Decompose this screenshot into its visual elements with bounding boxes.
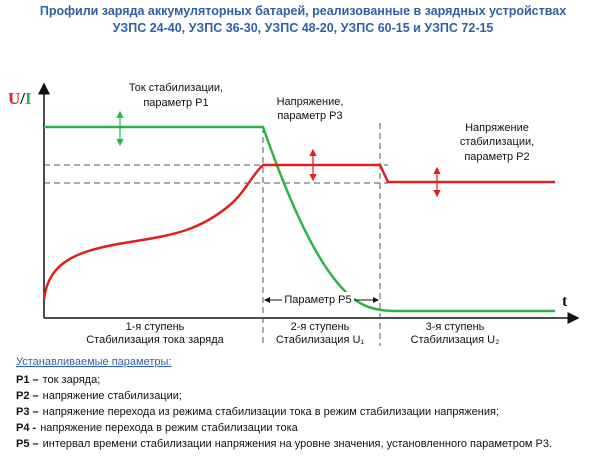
params-heading: Устанавливаемые параметры: xyxy=(16,356,171,368)
label-u: U xyxy=(8,89,20,108)
param-item: P5 – интервал времени стабилизации напряж… xyxy=(16,438,552,450)
annotation: Напряжение xyxy=(465,122,529,134)
param-item: P1 – ток заряда; xyxy=(16,374,100,386)
param-key: P3 – xyxy=(16,406,39,418)
stage-label: 1-я ступень xyxy=(126,321,185,333)
param-item: P2 – напряжение стабилизации; xyxy=(16,390,182,402)
stage-label: Стабилизация U₁ xyxy=(276,334,365,346)
annotation: параметр P3 xyxy=(277,110,342,122)
param-text: напряжение перехода из режима стабилизац… xyxy=(43,406,499,418)
title-line: Профили заряда аккумуляторных батарей, р… xyxy=(40,4,566,18)
guides xyxy=(44,123,388,346)
param-item: P4 - напряжение перехода в режим стабилиз… xyxy=(16,422,299,434)
stage-label: 2-я ступень xyxy=(291,321,350,333)
y-axis-label: U/I xyxy=(8,89,32,108)
voltage-curve xyxy=(42,163,555,301)
label-i: I xyxy=(25,89,32,108)
param-key: P1 – xyxy=(16,374,39,386)
annotation: Ток стабилизации, xyxy=(129,82,223,94)
x-axis-label: t xyxy=(562,293,568,310)
annotation: параметр P1 xyxy=(143,97,208,109)
param-text: интервал времени стабилизации напряжения… xyxy=(43,438,552,450)
stage-label: Стабилизация тока заряда xyxy=(86,334,224,346)
label-slash: / xyxy=(19,89,25,108)
stage-label: 3-я ступень xyxy=(426,321,485,333)
params-list: P1 – ток заряда; P2 – напряжение стабилизац… xyxy=(16,374,552,450)
param-text: напряжение перехода в режим стабилизации… xyxy=(40,422,298,434)
annotation: Параметр P5 xyxy=(284,294,351,306)
annotation: стабилизации, xyxy=(460,136,534,148)
annotation: Напряжение, xyxy=(277,96,344,108)
stage-label: Стабилизация U₂ xyxy=(411,334,500,346)
param-key: P2 – xyxy=(16,390,39,402)
annotation: параметр P2 xyxy=(464,151,529,163)
param-text: напряжение стабилизации; xyxy=(43,390,182,402)
param-key: P4 - xyxy=(16,422,37,434)
p5-label-bg xyxy=(282,292,354,307)
param-key: P5 – xyxy=(16,438,39,450)
param-text: ток заряда; xyxy=(43,374,101,386)
param-item: P3 – напряжение перехода из режима стабил… xyxy=(16,406,499,418)
title-line: УЗПС 24-40, УЗПС 36-30, УЗПС 48-20, УЗПС… xyxy=(113,21,494,35)
